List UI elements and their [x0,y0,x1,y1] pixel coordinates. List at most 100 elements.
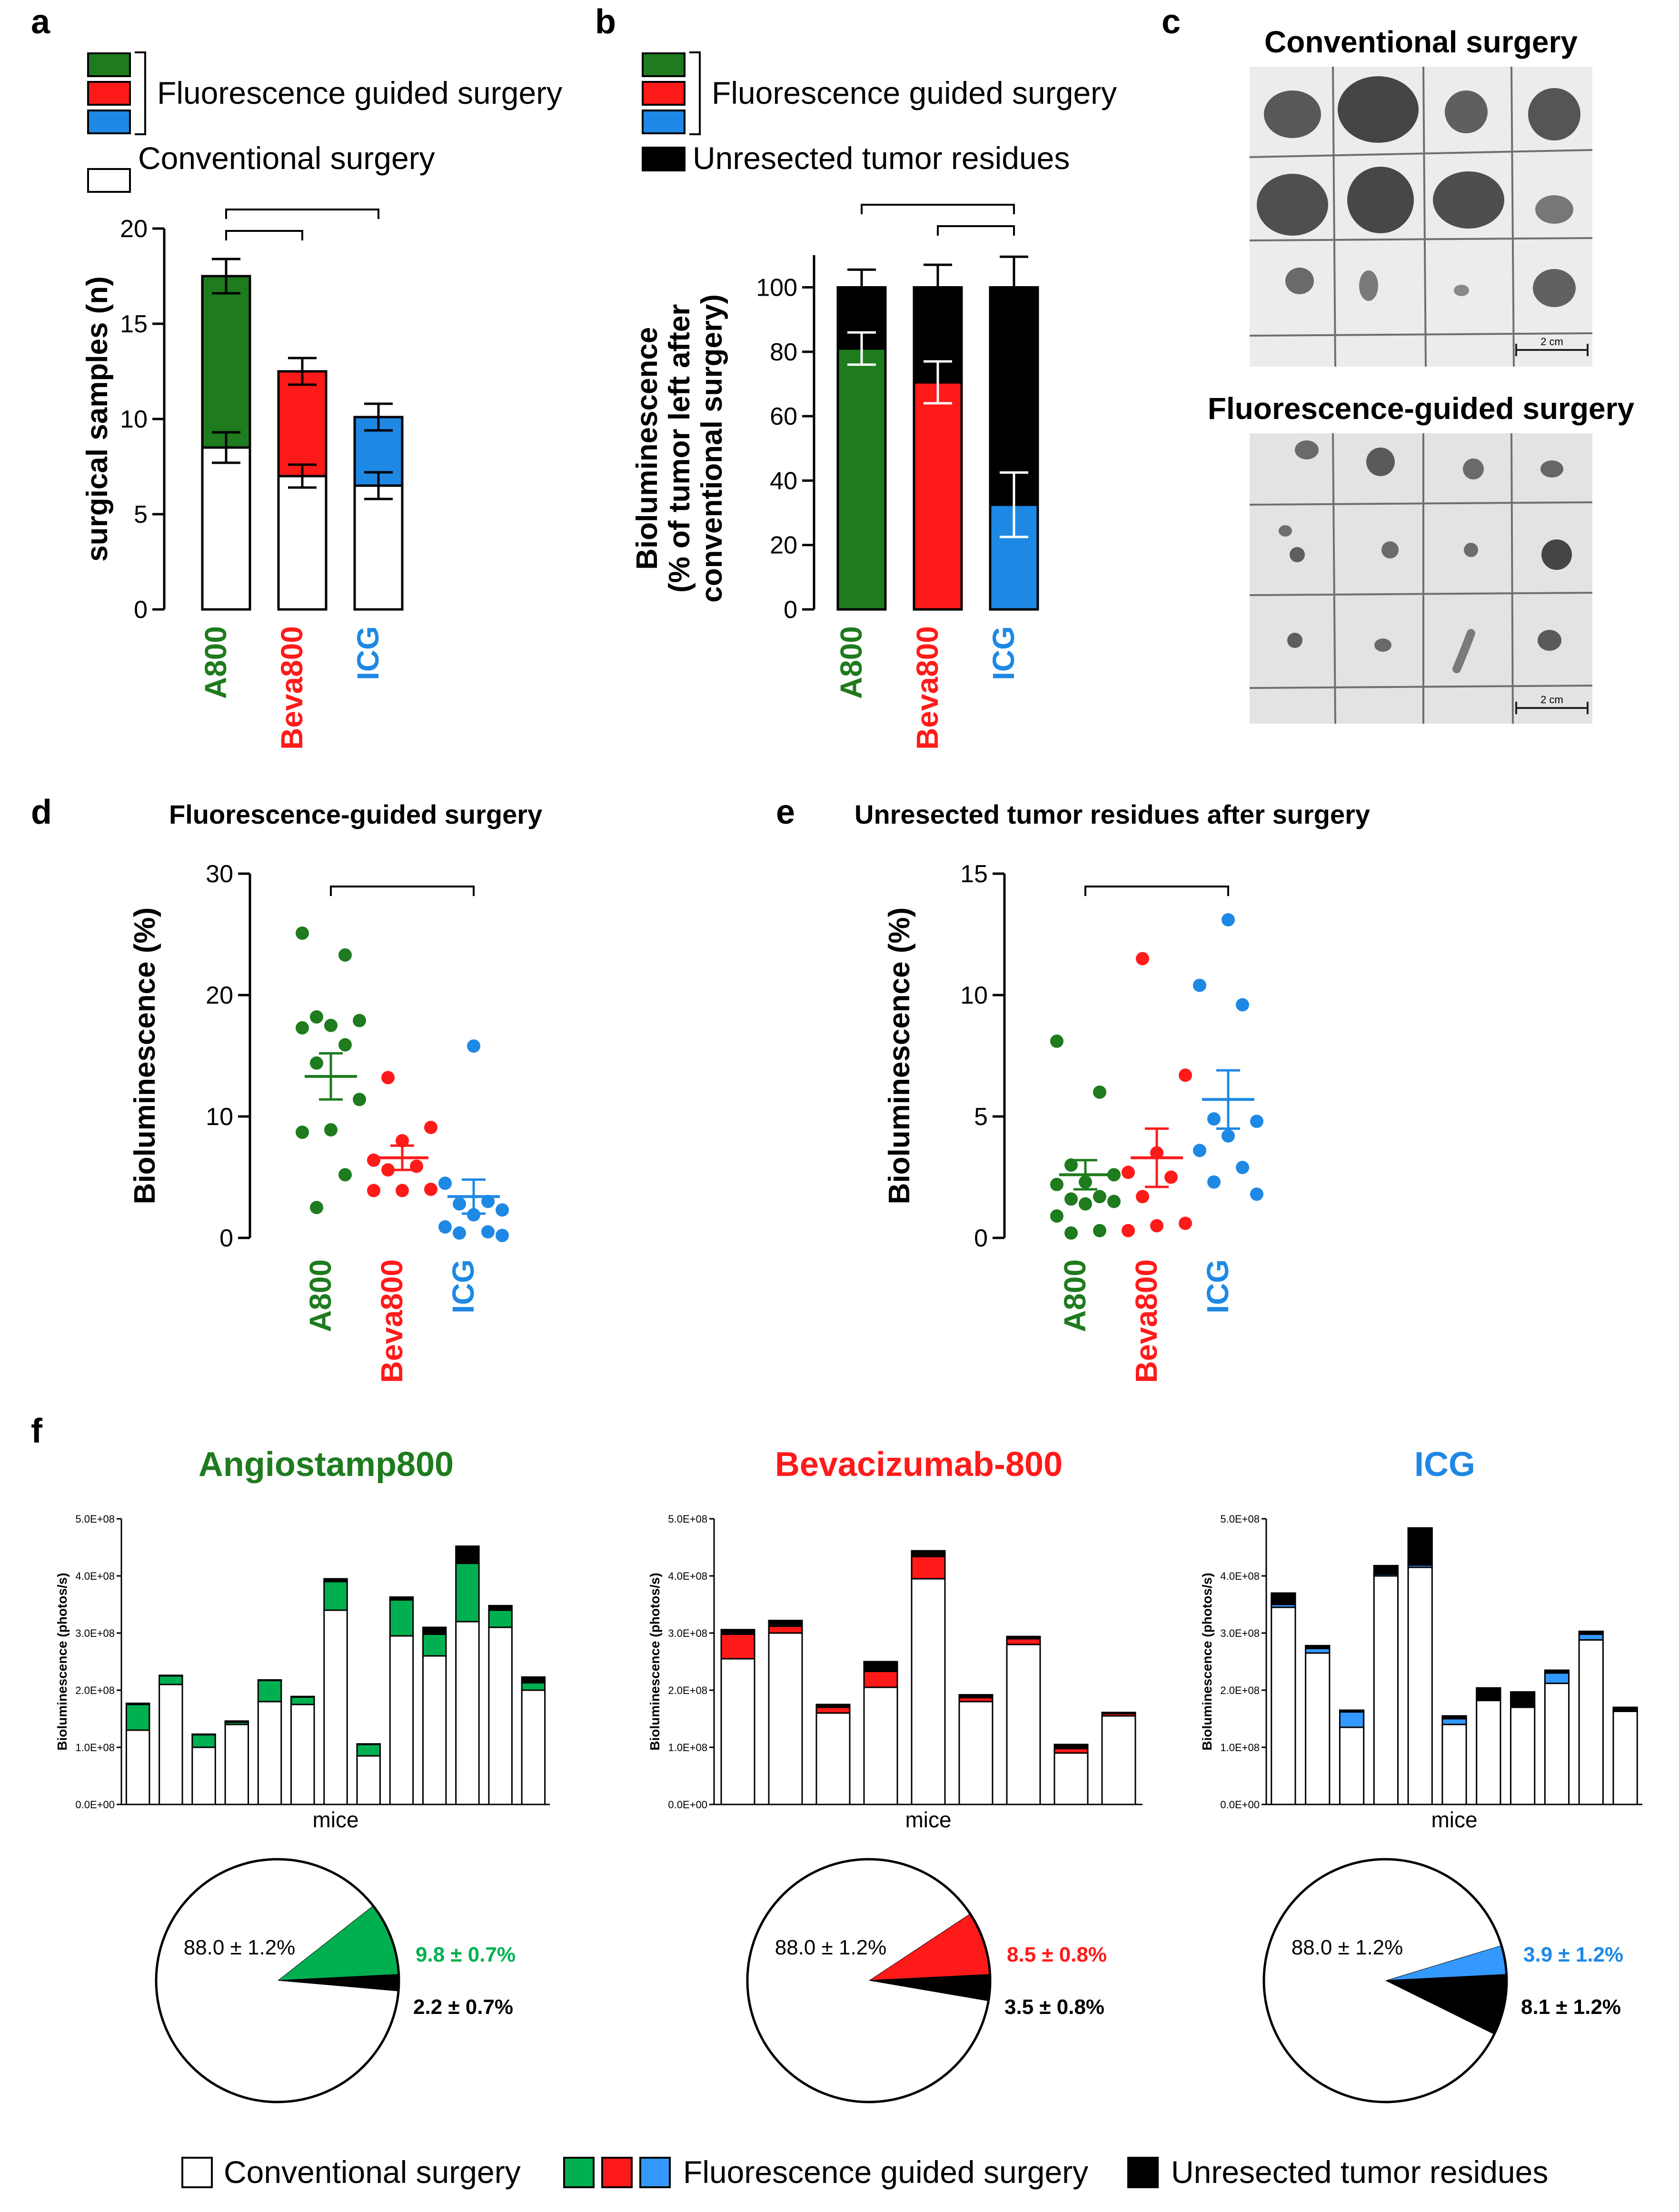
bar-segment-conventional [958,1701,993,1805]
legend-bracket [689,51,701,135]
photo-background [1250,433,1592,724]
bar-segment-conventional [1373,1575,1399,1805]
legend-swatch-a800 [87,52,131,77]
y-axis-title: conventional surgery) [695,294,728,603]
y-tick-label: 3.0E+08 [668,1627,707,1639]
category-label: A800 [303,1259,338,1332]
bar-segment-conventional [815,1712,851,1805]
data-point [296,926,309,940]
bar-segment-unresected [290,1695,315,1698]
category-label: Beva800 [275,626,309,750]
tumor-sample [1452,629,1475,673]
tumor-sample [1347,167,1414,233]
legend-swatch-conventional [181,2157,213,2188]
chart-title: Fluorescence-guided surgery [169,799,542,829]
bar-segment-fgs [159,1675,183,1685]
bar-segment-fgs [1441,1718,1467,1725]
pie-slice-conventional [747,1859,989,2102]
category-label: Beva800 [1129,1259,1163,1383]
y-tick-label: 80 [770,339,797,366]
data-point [1064,1158,1078,1172]
bar-segment-fgs [455,1563,480,1623]
tumor-sample [1463,458,1484,479]
tumor-sample [1279,525,1292,537]
bar-segment-unresected [159,1674,183,1677]
bar-segment-conventional [521,1689,546,1805]
y-tick-label: 15 [960,860,988,888]
data-point [496,1228,509,1242]
pie-label-conventional: 88.0 ± 1.2% [184,1936,296,1959]
y-tick-label: 0 [784,596,797,624]
bar-segment-conventional [1578,1639,1604,1805]
y-tick-label: 3.0E+08 [1220,1627,1260,1639]
y-tick-label: 60 [770,403,797,430]
legend-swatch-unresected [642,147,686,171]
bar-segment-unresected [455,1545,480,1564]
data-point [1150,1219,1163,1233]
legend-swatch-conventional [87,168,131,193]
pie-label-fgs: 9.8 ± 0.7% [416,1943,516,1966]
panel-letter-d: d [31,793,52,831]
bar-segment-unresected [1305,1644,1331,1649]
significance-bracket [861,204,1015,214]
data-point [453,1197,466,1211]
tumor-sample [1338,76,1419,143]
bar-segment-fgs [277,370,328,478]
y-tick-label: 0 [974,1225,988,1252]
data-point [324,1123,338,1137]
data-point [496,1203,509,1217]
legend-swatch-beva800 [87,81,131,106]
bar-segment-fgs [389,1599,414,1637]
data-point [381,1071,395,1085]
data-point [1179,1216,1192,1230]
bar-segment-conventional [720,1658,755,1805]
bar-segment-conventional [455,1621,480,1805]
bar-segment-conventional [356,1755,381,1805]
bar-segment-conventional [422,1655,447,1805]
bar-segment-conventional [191,1746,216,1805]
data-point [324,1018,338,1032]
y-axis-title: Bioluminescence (photos/s) [647,1573,662,1750]
legend-swatch-icg [87,110,131,134]
y-tick-label: 20 [120,215,148,243]
y-tick-label: 0.0E+00 [75,1799,115,1811]
data-point [1193,1144,1206,1157]
y-axis-title: Bioluminescence (photos/s) [55,1573,70,1750]
tumor-sample [1540,460,1563,478]
chart-f-bevacizumab800: Bevacizumab-800 0.0E+00 1.0E+08 2.0E+08 3.0E… [647,1445,1143,2103]
y-tick-label: 5.0E+08 [668,1513,707,1525]
legend-conv-label: Conventional surgery [138,140,435,176]
bar-segment-conventional [1305,1652,1331,1805]
y-tick-label: 30 [206,860,233,888]
pie-slice-conventional [1264,1859,1501,2102]
bar-segment-conventional [353,484,404,611]
bar-segment-fgs [911,1555,946,1580]
data-point [338,1168,352,1182]
legend-swatch-icg [642,110,686,134]
bar-segment-unresected [1441,1715,1467,1720]
bar-segment-fgs [1006,1638,1041,1645]
scale-bar [1515,702,1589,714]
bottom-legend-unres: Unresected tumor residues [1171,2154,1548,2190]
y-tick-label: 5.0E+08 [1220,1513,1260,1525]
bar-segment-conventional [125,1729,150,1805]
bar-segment-conventional [1053,1752,1089,1805]
data-point [310,1056,323,1070]
data-point [1107,1195,1121,1208]
data-point [1122,1224,1135,1237]
bar-segment-fgs [720,1633,755,1660]
y-tick-label: 1.0E+08 [75,1742,115,1754]
bar-segment-fgs [836,347,887,611]
tumor-sample [1454,285,1469,296]
bar-segment-unresected [1407,1527,1433,1566]
bar-segment-conventional [224,1724,249,1805]
tumor-sample [1433,171,1504,229]
bar-segment-unresected [768,1620,803,1627]
category-label: A800 [1058,1259,1092,1332]
tumor-sample [1381,541,1399,558]
y-tick-label: 10 [120,406,148,433]
y-tick-label: 0 [134,596,148,624]
tumor-sample [1359,270,1378,301]
pie-label-unresected: 2.2 ± 0.7% [413,1995,513,2019]
data-point [1064,1192,1078,1206]
